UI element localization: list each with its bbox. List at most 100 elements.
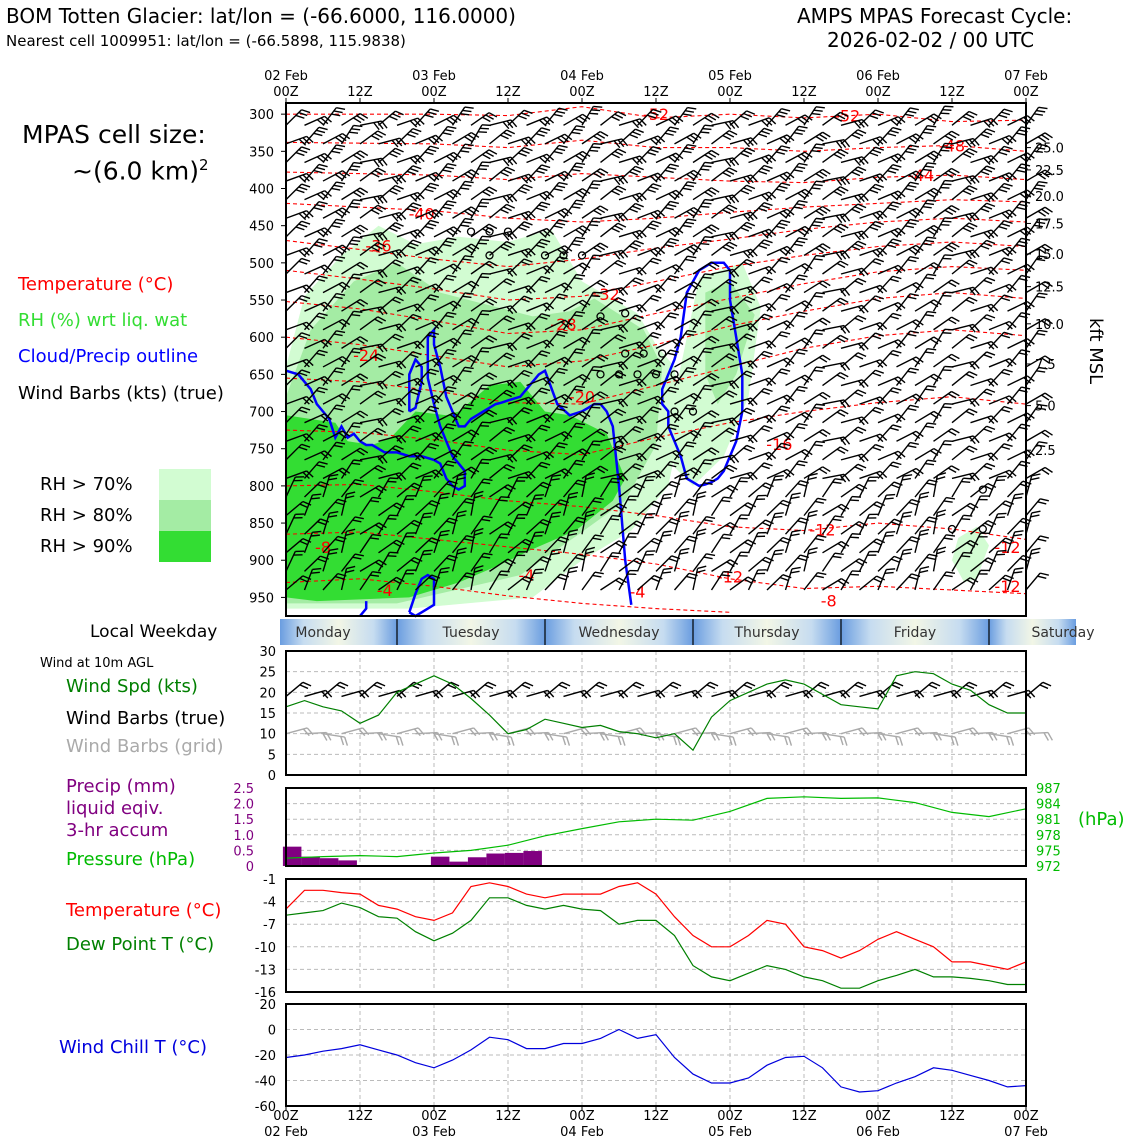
barb-flag [886,568,896,571]
barb-flag [316,464,326,468]
barb-flag [927,236,937,240]
barb-flag [887,244,897,249]
barb-flag [460,113,470,116]
surface-wind-barb [600,689,629,699]
wind-barb [303,238,328,256]
barb-flag [912,283,921,291]
barb-flag [358,728,366,737]
kft-tick-label: 5.0 [1035,400,1056,415]
wind-barb [340,384,363,405]
barb-flag [686,136,695,143]
barb-flag [667,426,677,431]
barb-flag [485,448,494,455]
barb-flag [671,414,680,422]
barb-flag [711,187,720,193]
barb-flag [293,554,303,556]
barb-flag [942,443,952,446]
barb-flag [440,492,450,496]
temp-contour-label: -8 [821,591,837,610]
barb-flag [568,495,578,499]
barb-flag [851,208,861,214]
barb-flag [980,495,990,497]
wind-barb [655,493,673,516]
wind-barb [525,312,551,331]
barb-flag [679,551,689,555]
barb-flag [627,573,637,576]
barb-flag [662,534,672,537]
wind-barb [359,464,387,480]
wind-barb [396,276,422,294]
barb-flag [889,167,899,171]
barb-flag [444,166,454,170]
barb-flag [926,191,935,198]
wind-barb [673,473,690,498]
barb-flag [447,200,457,204]
barb-flag [333,333,343,337]
barb-flag [791,529,801,533]
barb-flag [667,203,677,208]
wind-barb [877,349,902,368]
wind-barb [988,108,1013,126]
wind-barb [396,495,416,516]
barb-flag [351,351,361,354]
barb-flag [417,452,425,460]
barb-flag [990,229,999,237]
barb-flag [657,395,666,403]
wind-barb [525,568,545,591]
barb-flag [374,244,383,250]
barb-flag [521,503,531,510]
barb-flag [872,335,882,340]
barb-flag [1023,154,1032,161]
barb-flag [704,273,714,276]
barb-flag [617,362,625,371]
wind-barb [303,126,328,145]
wind-barb [988,395,1017,405]
wind-barb [784,125,808,145]
barb-flag [329,473,339,477]
barb-flag [542,378,551,386]
kft-tick-label: 20.0 [1035,190,1064,205]
barb-flag [963,551,973,554]
barb-flag [740,226,750,232]
barb-flag [351,128,361,131]
legend-swatch-rh80 [159,500,211,531]
barb-flag [763,462,773,467]
wind-barb [803,534,827,554]
barb-flag [611,153,620,159]
barb-flag [392,410,401,416]
barb-flag [413,519,423,525]
barb-flag [951,130,960,137]
barb-flag [593,172,602,179]
barb-flag [782,173,791,180]
wind-barb [396,519,423,535]
wind-barb [914,273,937,293]
wind-barb [600,148,627,164]
barb-flag [404,535,414,538]
barb-flag [664,132,674,136]
barb-flag [1038,255,1048,258]
barb-flag [872,112,882,117]
barb-flag [781,145,791,149]
barb-flag [1001,408,1011,413]
barb-flag [318,386,328,391]
wind-barb [988,257,1013,275]
barb-flag [1014,492,1024,496]
surface-wind-barb [563,689,592,699]
barb-flag [696,495,706,499]
wind-barb [470,490,484,516]
barb-flag [318,238,328,242]
barb-flag [723,496,733,499]
wind-barb [784,199,808,219]
barb-flag [369,500,380,503]
barb-flag [488,260,498,267]
barb-flag [763,239,773,244]
calm-circle [633,370,642,379]
barb-flag [506,463,516,469]
barb-flag [673,736,678,746]
wind-barb [673,292,697,312]
barb-flag [538,353,548,357]
barb-flag [781,293,791,298]
barb-flag [502,121,510,130]
barb-flag [558,367,568,372]
barb-flag [761,242,770,247]
